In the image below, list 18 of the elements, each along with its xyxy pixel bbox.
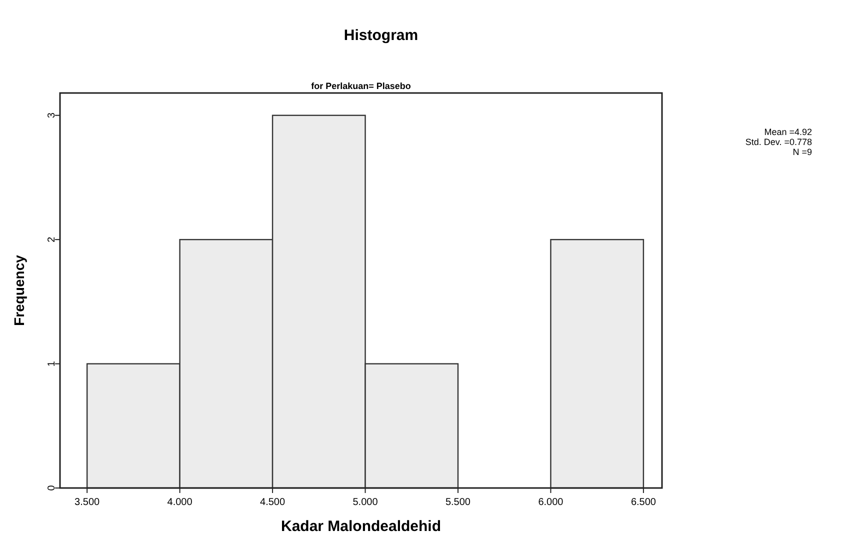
chart-title: Histogram xyxy=(344,27,418,44)
x-tick-label: 5.500 xyxy=(445,497,471,508)
x-tick-label: 4.000 xyxy=(167,497,193,508)
y-axis-title: Frequency xyxy=(11,254,27,326)
y-tick-label: 2 xyxy=(46,236,58,242)
x-tick-label: 6.500 xyxy=(630,497,656,508)
text: Mean =4.92 xyxy=(764,127,812,137)
text: N =9 xyxy=(792,147,812,157)
y-tick-label: 3 xyxy=(46,112,58,118)
x-tick-label: 4.500 xyxy=(260,497,286,508)
text: Std. Dev. =0.778 xyxy=(745,137,812,147)
y-tick-label: 0 xyxy=(46,484,58,491)
x-axis-title: Kadar Malondealdehid xyxy=(280,518,442,535)
x-tick-label: 6.000 xyxy=(538,497,564,508)
chart-subtitle: for Perlakuan= Plasebo xyxy=(311,81,412,91)
x-tick-label: 5.000 xyxy=(352,497,378,508)
x-tick-label: 3.500 xyxy=(74,497,100,508)
y-tick-label: 1 xyxy=(46,360,58,367)
